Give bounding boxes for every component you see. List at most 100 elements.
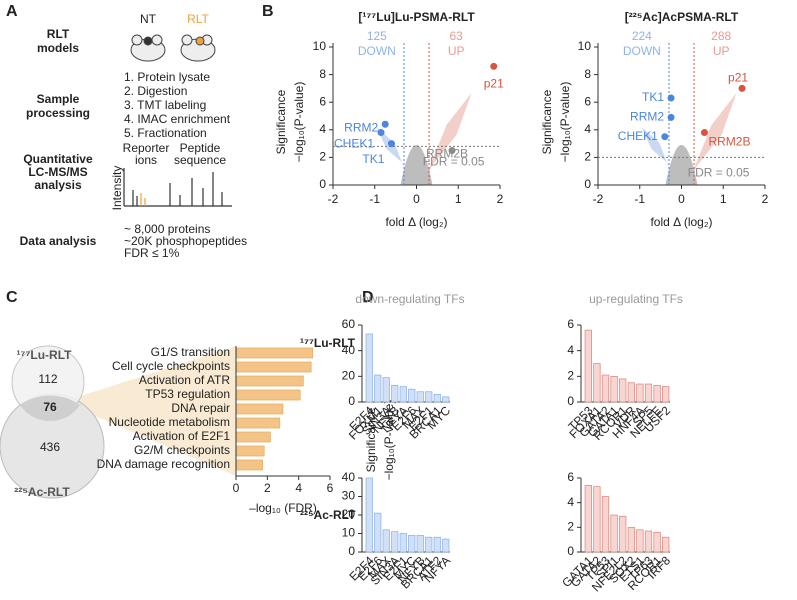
y-tick-label: 8 bbox=[584, 67, 591, 81]
bar bbox=[374, 374, 382, 403]
y-tick-label: 2 bbox=[584, 150, 591, 164]
up-label: UP bbox=[713, 44, 730, 58]
step-label: Data analysis bbox=[20, 234, 97, 248]
y-axis-label: Significance bbox=[540, 89, 554, 154]
x-tick-label: 2 bbox=[497, 192, 504, 206]
bar bbox=[601, 374, 610, 403]
down-label: DOWN bbox=[358, 44, 396, 58]
y-tick-label: 0 bbox=[348, 394, 355, 408]
venn-connector bbox=[62, 346, 236, 476]
y-tick-label: 40 bbox=[342, 343, 356, 357]
bar bbox=[636, 529, 644, 553]
y-tick-label: 20 bbox=[342, 507, 356, 521]
bar bbox=[662, 536, 670, 553]
category-label: DNA repair bbox=[171, 401, 230, 415]
up-label: UP bbox=[448, 44, 465, 58]
y-axis-label: −log₁₀(P-value) bbox=[558, 82, 572, 163]
step-label: LC-MS/MS bbox=[28, 165, 87, 179]
bar bbox=[235, 403, 284, 415]
point bbox=[700, 129, 708, 137]
point-label: RRM2 bbox=[630, 110, 664, 124]
x-tick-label: 1 bbox=[720, 192, 727, 206]
bar bbox=[399, 533, 407, 553]
row-title: ²²⁵Ac-RLT bbox=[300, 508, 356, 522]
y-tick-label: 0 bbox=[319, 177, 326, 191]
bar bbox=[391, 384, 399, 403]
category-label: DNA damage recognition bbox=[97, 457, 230, 471]
panel-label: C bbox=[6, 289, 18, 306]
point bbox=[667, 94, 675, 102]
fdr-label: FDR = 0.05 bbox=[423, 155, 485, 169]
y-tick-label: 0 bbox=[348, 544, 355, 558]
x-tick-label: 1 bbox=[455, 192, 462, 206]
x-tick-label: 0 bbox=[678, 192, 685, 206]
bar bbox=[399, 386, 407, 403]
bar bbox=[365, 333, 373, 403]
point-label: p21 bbox=[484, 76, 504, 90]
bar bbox=[235, 361, 312, 373]
venn-overlap bbox=[20, 395, 80, 422]
x-tick-label: -2 bbox=[328, 192, 339, 206]
bar bbox=[235, 347, 314, 359]
y-tick-label: 60 bbox=[342, 317, 356, 331]
processing-step: 2. Digestion bbox=[124, 84, 187, 98]
bar bbox=[627, 382, 635, 403]
point-label: TK1 bbox=[642, 90, 664, 104]
column-title: up-regulating TFs bbox=[589, 292, 683, 306]
point-label: CHEK1 bbox=[334, 137, 374, 151]
x-tick-label: -1 bbox=[634, 192, 645, 206]
category-label: TP53 regulation bbox=[145, 387, 230, 401]
y-tick-label: 2 bbox=[567, 369, 574, 383]
bar bbox=[610, 375, 618, 403]
step-label: RLT bbox=[47, 27, 70, 41]
point-label: RRM2B bbox=[426, 147, 468, 161]
spectrum-axis: Intensity bbox=[110, 166, 124, 211]
point bbox=[738, 84, 746, 92]
up-count: 63 bbox=[449, 29, 463, 43]
processing-step: 4. IMAC enrichment bbox=[124, 112, 231, 126]
bar bbox=[610, 514, 618, 553]
bar bbox=[433, 393, 441, 403]
step-label: Quantitative bbox=[23, 152, 93, 166]
spectrum-label: sequence bbox=[174, 153, 226, 167]
bar bbox=[408, 534, 416, 553]
bar bbox=[382, 529, 390, 553]
down-label: DOWN bbox=[623, 44, 661, 58]
point bbox=[490, 62, 498, 70]
bar bbox=[382, 377, 390, 403]
bar bbox=[374, 512, 382, 553]
processing-step: 5. Fractionation bbox=[124, 126, 207, 140]
step-label: models bbox=[37, 41, 79, 55]
point bbox=[667, 113, 675, 121]
y-tick-label: 6 bbox=[567, 317, 574, 331]
panel-label: B bbox=[262, 3, 274, 20]
point-cloud bbox=[400, 145, 433, 185]
bar bbox=[235, 417, 281, 429]
column-title: down-regulating TFs bbox=[355, 292, 464, 306]
bar bbox=[584, 485, 592, 553]
y-tick-label: 4 bbox=[319, 122, 326, 136]
bar bbox=[653, 531, 661, 553]
x-tick-label: -2 bbox=[593, 192, 604, 206]
spectrum-label: ions bbox=[135, 153, 157, 167]
bar bbox=[235, 445, 265, 457]
row-title: ¹⁷⁷Lu-RLT bbox=[300, 336, 356, 350]
bar bbox=[235, 389, 301, 401]
spectrum-label: Peptide bbox=[180, 141, 221, 155]
bar bbox=[636, 383, 644, 403]
bar bbox=[644, 530, 653, 553]
fdr-label: FDR = 0.05 bbox=[688, 166, 750, 180]
y-tick-label: 6 bbox=[567, 470, 574, 484]
bar bbox=[235, 375, 304, 387]
x-tick-label: 2 bbox=[762, 192, 769, 206]
point bbox=[381, 120, 389, 128]
y-tick-label: 4 bbox=[584, 122, 591, 136]
bar bbox=[416, 534, 424, 553]
bar bbox=[601, 496, 610, 553]
x-axis-label: fold Δ (log₂) bbox=[650, 215, 712, 229]
y-tick-label: 6 bbox=[584, 94, 591, 108]
x-tick-label: 6 bbox=[327, 481, 334, 495]
y-tick-label: 0 bbox=[584, 177, 591, 191]
venn-count: 76 bbox=[43, 400, 57, 414]
x-axis-label: fold Δ (log₂) bbox=[385, 215, 447, 229]
